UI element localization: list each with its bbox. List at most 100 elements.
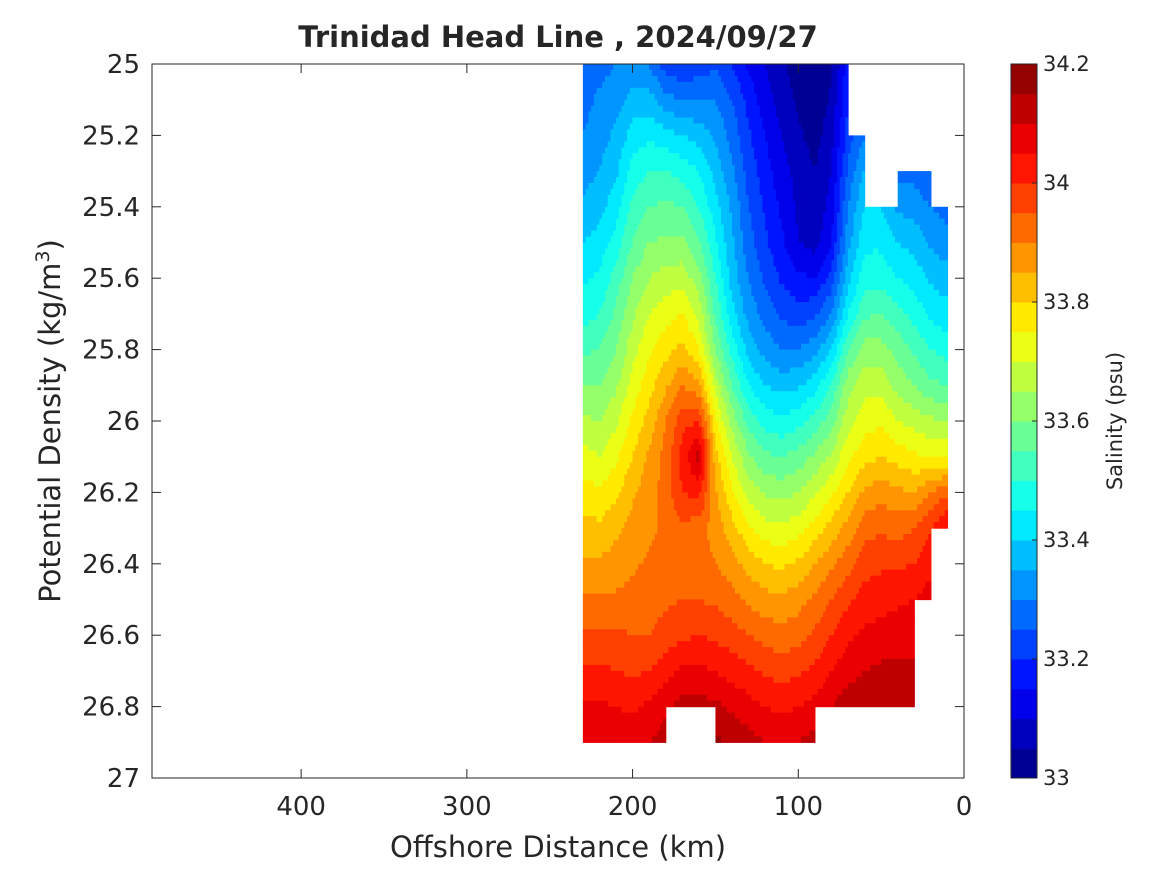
contour-cell [682,230,686,238]
contour-cell [582,206,587,214]
contour-cell [685,188,689,196]
contour-cell [599,64,603,71]
contour-cell [649,212,653,220]
contour-cell [682,81,686,89]
contour-cell [756,236,761,244]
contour-cell [607,200,612,208]
contour-cell [676,99,681,107]
contour-cell [632,99,636,107]
contour-cell [740,93,744,101]
contour-cell [718,105,722,113]
contour-cell [687,99,692,107]
contour-cell [792,200,797,208]
contour-cell [817,188,821,196]
contour-cell [654,123,659,131]
contour-cell [820,165,824,172]
contour-cell [925,194,929,202]
contour-cell [712,93,717,101]
contour-cell [632,123,636,131]
contour-cell [718,153,722,160]
contour-cell [640,218,645,226]
contour-cell [853,171,857,178]
contour-cell [643,212,647,220]
contour-cell [726,87,730,95]
contour-cell [709,111,714,119]
contour-cell [602,165,606,172]
contour-cell [709,212,714,220]
contour-cell [715,236,719,244]
contour-cell [591,117,595,125]
contour-cell [792,105,797,113]
contour-cell [709,218,714,226]
contour-cell [649,171,653,178]
contour-cell [748,200,752,208]
contour-cell [582,159,587,166]
contour-cell [814,183,819,190]
contour-cell [687,93,692,101]
contour-cell [690,236,694,244]
contour-cell [582,188,587,196]
contour-cell [707,147,711,154]
contour-cell [834,200,838,208]
contour-cell [687,75,692,83]
contour-cell [604,99,609,107]
contour-cell [701,153,705,160]
contour-cell [897,177,902,184]
contour-cell [798,111,802,119]
contour-cell [798,135,802,142]
contour-cell [762,117,766,125]
contour-cell [848,200,852,208]
contour-cell [754,159,758,166]
contour-cell [767,141,772,148]
contour-cell [825,105,830,113]
contour-cell [787,123,791,131]
contour-cell [726,200,730,208]
contour-cell [809,171,813,178]
contour-cell [668,218,672,226]
contour-cell [627,153,631,160]
contour-cell [640,105,645,113]
contour-cell [635,141,639,148]
contour-cell [676,200,681,208]
contour-cell [709,87,714,95]
contour-cell [618,165,623,172]
contour-cell [602,135,606,142]
contour-cell [687,141,692,148]
contour-cell [759,75,763,83]
contour-cell [817,171,821,178]
contour-cell [729,64,733,71]
contour-cell [861,135,866,142]
contour-cell [814,93,819,101]
contour-cell [751,171,755,178]
contour-cell [588,141,592,148]
contour-cell [801,117,805,125]
contour-cell [624,81,628,89]
contour-cell [627,224,631,232]
contour-cell [784,64,788,71]
contour-cell [607,69,612,77]
contour-cell [825,99,830,107]
contour-cell [740,177,744,184]
contour-cell [792,188,797,196]
contour-cell [729,194,733,202]
contour-cell [812,200,816,208]
contour-cell [770,135,775,142]
contour-cell [638,194,642,202]
contour-cell [825,117,830,125]
contour-cell [745,200,750,208]
contour-cell [696,129,700,136]
contour-cell [845,165,849,172]
contour-cell [743,212,747,220]
contour-cell [696,64,700,71]
contour-cell [657,171,661,178]
contour-cell [646,141,650,148]
contour-cell [737,75,741,83]
contour-cell [776,218,780,226]
contour-cell [726,111,730,119]
contour-cell [765,206,769,214]
contour-cell [582,129,587,136]
contour-cell [693,81,697,89]
contour-cell [737,188,741,196]
contour-cell [820,200,824,208]
contour-cell [632,141,636,148]
